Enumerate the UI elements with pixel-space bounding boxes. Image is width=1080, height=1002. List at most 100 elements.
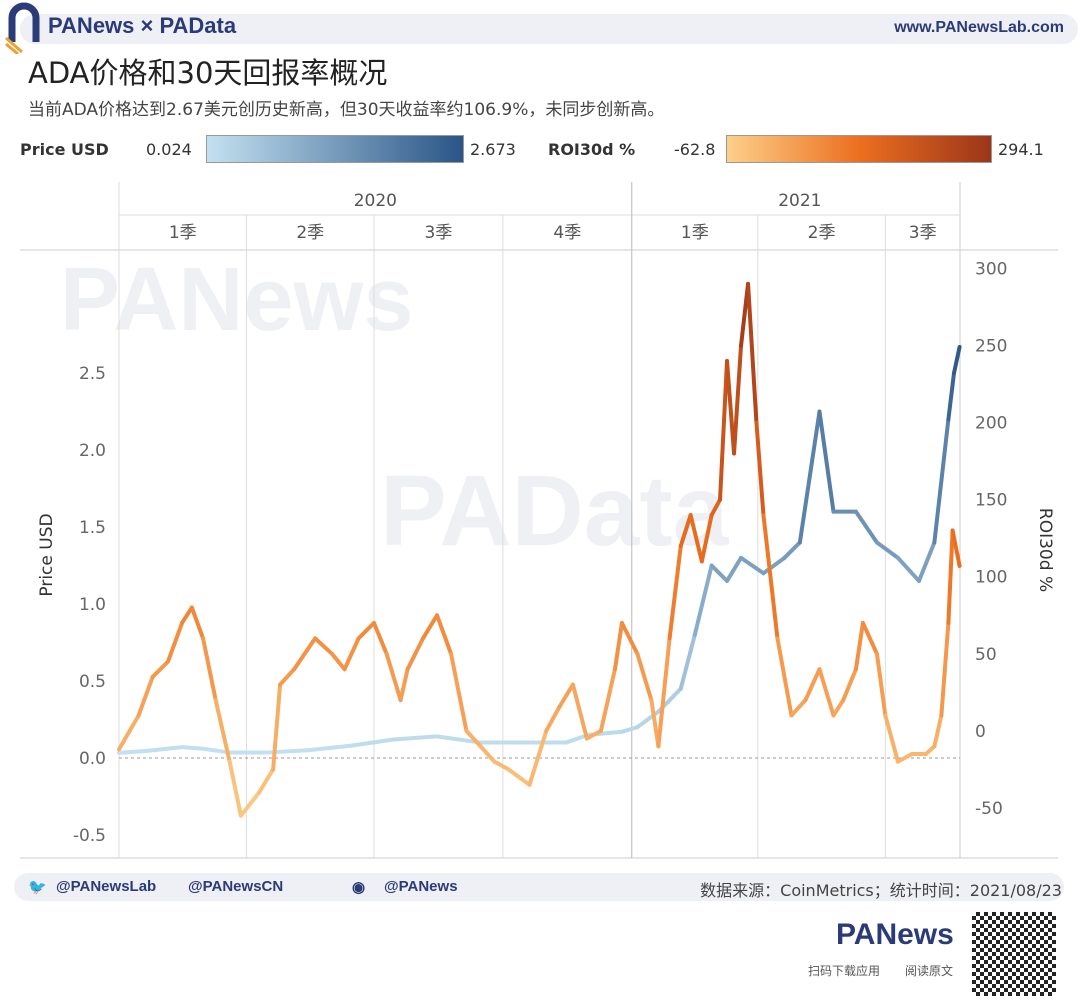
twitter-handle[interactable]: @PANewsLab	[56, 878, 157, 895]
roi-line-segment	[435, 613, 454, 656]
roi-line-segment	[136, 674, 155, 718]
roi-line-segment	[384, 651, 403, 703]
roi-line-segment	[895, 751, 914, 764]
price-line-segment	[725, 555, 744, 583]
roi-line-segment	[544, 705, 561, 733]
legend-roi-min: -62.8	[674, 140, 716, 159]
roi-line-segment	[213, 698, 232, 764]
roi-line-segment	[789, 698, 808, 718]
price-line-segment	[709, 563, 730, 583]
roi-line-segment	[329, 651, 347, 672]
site-url[interactable]: www.PANewsLab.com	[894, 19, 1064, 36]
y-left-tick-label: -0.5	[73, 826, 106, 846]
roi-line-segment	[506, 767, 532, 787]
roi-line-segment	[527, 728, 549, 787]
price-line-segment	[895, 555, 921, 583]
brand-title: PANews × PAData	[48, 13, 237, 38]
roi-line-segment	[449, 651, 469, 733]
roi-line-segment	[746, 281, 759, 425]
roi-line-segment	[356, 620, 376, 641]
roi-line-segment	[754, 420, 766, 518]
roi-line-segment	[371, 620, 389, 656]
price-line-segment	[951, 344, 962, 376]
roi-line-segment	[201, 636, 218, 703]
roi-line-segment	[619, 620, 640, 656]
roi-line-segment	[656, 636, 672, 749]
roi-line-segment	[180, 605, 194, 625]
price-line-segment	[619, 725, 640, 734]
chart-title: ADA价格和30天回报率概况	[28, 56, 388, 90]
price-line-segment	[143, 745, 185, 754]
weibo-handle[interactable]: @PANews	[384, 878, 458, 895]
roi-line-segment	[257, 767, 276, 795]
y-left-tick-label: 2.5	[79, 364, 106, 384]
y-right-tick-label: 50	[975, 645, 997, 665]
legend-roi-max: 294.1	[998, 140, 1044, 159]
roi-line-segment	[725, 358, 737, 456]
roi-line-segment	[227, 759, 243, 818]
y-right-axis-title: ROI30d %	[1035, 508, 1055, 592]
y-right-tick-label: 200	[975, 414, 1007, 434]
roi-line-segment	[117, 713, 141, 752]
roi-line-segment	[150, 659, 171, 679]
panews-logo-icon	[5, 2, 40, 54]
quarter-label: 1季	[681, 223, 709, 243]
legend-roi-label: ROI30d %	[548, 140, 636, 159]
roi-line-segment	[667, 543, 683, 641]
legend-price-label: Price USD	[20, 140, 109, 159]
roi-line-segment	[946, 528, 955, 625]
roi-line-segment	[831, 698, 846, 718]
roi-line-segment	[853, 620, 865, 672]
roi-line-segment	[492, 759, 511, 772]
price-line-segment	[435, 734, 483, 745]
price-line-segment	[678, 632, 697, 691]
price-line-segment	[349, 737, 396, 748]
roi-line-segment	[775, 636, 794, 718]
roi-line-segment	[932, 713, 944, 749]
roi-line-segment	[421, 613, 440, 641]
read-original-link[interactable]: 阅读原文	[905, 964, 954, 978]
roi-line-segment	[612, 620, 624, 672]
quarter-label: 2季	[296, 223, 324, 243]
year-label: 2021	[778, 191, 821, 211]
roi-line-segment	[678, 513, 693, 548]
app-brand: PANews	[836, 918, 954, 951]
roi-line-segment	[803, 667, 822, 703]
y-left-tick-label: 0.5	[79, 672, 106, 692]
price-line-segment	[782, 540, 802, 560]
chart-subtitle: 当前ADA价格达到2.67美元创历史新高，但30天收益率约106.9%，未同步创…	[28, 100, 665, 120]
price-line-segment	[916, 540, 937, 583]
roi-line-segment	[699, 513, 714, 564]
price-line-segment	[761, 555, 787, 576]
roi-line-segment	[556, 682, 575, 710]
roi-line-segment	[761, 513, 780, 641]
chart: PANews PAData 1季 2季 3季 4季 1季 2季 3季 2020 2021 -0.5…	[20, 182, 1058, 859]
twitter-handle-cn[interactable]: @PANewsCN	[188, 878, 284, 895]
quarter-label: 3季	[425, 223, 453, 243]
y-right-tick-label: 0	[975, 722, 986, 742]
twitter-icon: 🐦	[28, 879, 47, 896]
price-line-segment	[692, 563, 714, 637]
roi-line-segment	[398, 667, 410, 703]
roi-line-segment	[732, 343, 744, 456]
price-line-segment	[306, 743, 354, 753]
year-label: 2020	[354, 191, 397, 211]
roi-line-segment	[817, 667, 836, 718]
roi-line-segment	[292, 636, 318, 672]
roi-line-segment	[709, 497, 723, 518]
roi-line-segment	[313, 636, 334, 656]
roi-line-segment	[874, 651, 888, 718]
footer-bar	[14, 873, 1064, 901]
legend-price-min: 0.024	[146, 140, 192, 159]
roi-line-segment	[271, 682, 283, 772]
roi-line-segment	[883, 713, 900, 764]
price-line-segment	[946, 371, 956, 422]
header-bar	[20, 14, 1078, 44]
roi-line-segment	[238, 790, 262, 818]
y-right-tick-label: 250	[975, 337, 1007, 357]
watermark-padata: PAData	[380, 455, 730, 567]
legend-roi-gradient	[726, 135, 992, 163]
quarter-label: 3季	[909, 223, 937, 243]
weibo-icon: ◉	[352, 879, 366, 896]
quarter-label: 2季	[808, 223, 836, 243]
